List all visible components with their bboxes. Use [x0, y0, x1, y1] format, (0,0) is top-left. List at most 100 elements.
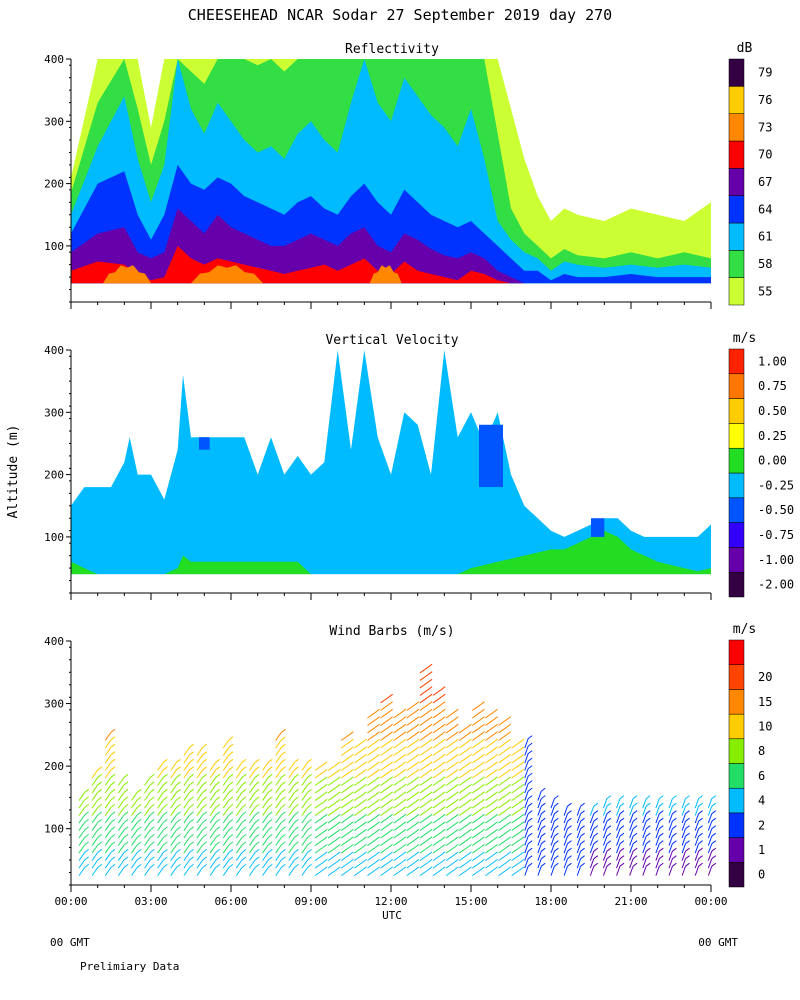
wind-barb-flag	[632, 825, 638, 830]
wind-barb	[249, 837, 256, 846]
wind-barb-flag	[362, 821, 367, 826]
wind-barb	[275, 807, 282, 816]
wind-barb	[157, 829, 164, 839]
wind-barb	[393, 734, 403, 741]
wind-barb	[616, 828, 621, 839]
wind-barb-flag	[136, 788, 142, 793]
wind-barb-flag	[189, 773, 194, 778]
wind-barb	[458, 831, 468, 839]
wind-barb-flag	[606, 810, 612, 815]
wind-barb-flag	[150, 849, 155, 853]
wind-barb	[367, 726, 376, 734]
wind-barb	[681, 858, 686, 869]
wind-barb-flag	[519, 836, 525, 841]
wind-barb	[694, 813, 700, 824]
wind-barb-flag	[176, 856, 181, 861]
wind-barb-flag	[97, 849, 103, 853]
wind-barb	[655, 836, 660, 846]
wind-barb	[576, 806, 582, 816]
wind-barb	[694, 821, 700, 831]
wind-barb-flag	[189, 819, 194, 823]
wind-barb-flag	[202, 841, 207, 846]
wind-barb	[275, 762, 282, 771]
wind-barb-flag	[401, 768, 407, 773]
wind-barb-flag	[480, 836, 485, 841]
wind-barb-flag	[349, 798, 354, 803]
wind-barb	[524, 821, 529, 831]
wind-barb	[511, 786, 521, 794]
wind-barb	[183, 844, 191, 854]
wind-barb	[485, 771, 494, 779]
wind-barb	[327, 861, 337, 869]
wind-barb	[681, 828, 686, 839]
wind-barb-flag	[163, 811, 168, 816]
wind-barb-flag	[163, 841, 168, 846]
wind-barb-flag	[580, 832, 585, 837]
wind-barb	[380, 696, 389, 704]
wind-barb-flag	[506, 738, 512, 743]
wind-barb	[511, 794, 521, 801]
wind-barb-flag	[254, 841, 260, 846]
wind-barb	[380, 741, 389, 749]
wind-barb-flag	[322, 836, 328, 841]
wind-barb	[655, 828, 660, 839]
wind-barb-flag	[480, 791, 485, 796]
wind-barb	[406, 824, 416, 831]
wind-barb-flag	[527, 780, 533, 784]
wind-barb	[419, 756, 429, 764]
wind-barb-flag	[294, 834, 299, 838]
wind-barb	[485, 839, 494, 846]
wind-barb	[249, 807, 256, 816]
wind-barb	[550, 828, 555, 839]
wind-barb-flag	[672, 832, 677, 837]
wind-barb	[498, 794, 507, 801]
barb-column	[616, 795, 625, 876]
colorbar-swatch	[728, 277, 745, 306]
wind-barb	[367, 719, 376, 726]
wind-barb-flag	[228, 788, 234, 793]
wind-barb	[563, 806, 568, 816]
barb-column	[550, 795, 559, 876]
wind-barb-flag	[294, 856, 299, 861]
wind-barb	[157, 859, 164, 869]
wind-barb	[642, 798, 647, 809]
wind-barb	[472, 749, 481, 756]
wind-barb-flag	[241, 834, 247, 838]
wind-barb-flag	[414, 768, 420, 773]
wind-barb-flag	[427, 746, 433, 751]
velocity-down-patch-0	[479, 424, 503, 488]
wind-barb	[91, 829, 99, 839]
wind-barb-flag	[163, 864, 168, 868]
wind-barb-flag	[480, 859, 485, 863]
wind-barb-flag	[281, 826, 286, 831]
wind-barb	[668, 843, 673, 854]
wind-barb-flag	[375, 836, 380, 841]
wind-barb	[445, 824, 455, 831]
wind-barb-flag	[467, 806, 472, 811]
wind-barb-flag	[519, 844, 525, 848]
wind-barb-flag	[215, 811, 221, 816]
wind-barb-flag	[606, 855, 612, 860]
wind-barb	[183, 822, 191, 831]
wind-barb	[602, 836, 608, 846]
wind-barb-flag	[307, 856, 312, 861]
wind-barb	[144, 784, 151, 794]
wind-barb-flag	[493, 791, 498, 796]
wind-barb	[472, 786, 481, 794]
wind-barb-flag	[322, 768, 328, 773]
wind-barb-flag	[267, 849, 273, 853]
wind-barb-flag	[362, 791, 367, 796]
wind-barb-flag	[554, 825, 559, 830]
wind-barb	[472, 756, 481, 764]
wind-barb	[209, 792, 217, 801]
wind-barb-flag	[619, 855, 625, 860]
wind-barb	[314, 771, 324, 779]
wind-barb-flag	[254, 758, 260, 763]
wind-barb-flag	[645, 810, 651, 815]
colorbar-swatch	[728, 639, 745, 665]
colorbar-swatch	[728, 168, 745, 196]
wind-barb-flag	[711, 802, 717, 807]
wind-barb-flag	[632, 832, 638, 837]
wind-barb	[340, 741, 350, 749]
